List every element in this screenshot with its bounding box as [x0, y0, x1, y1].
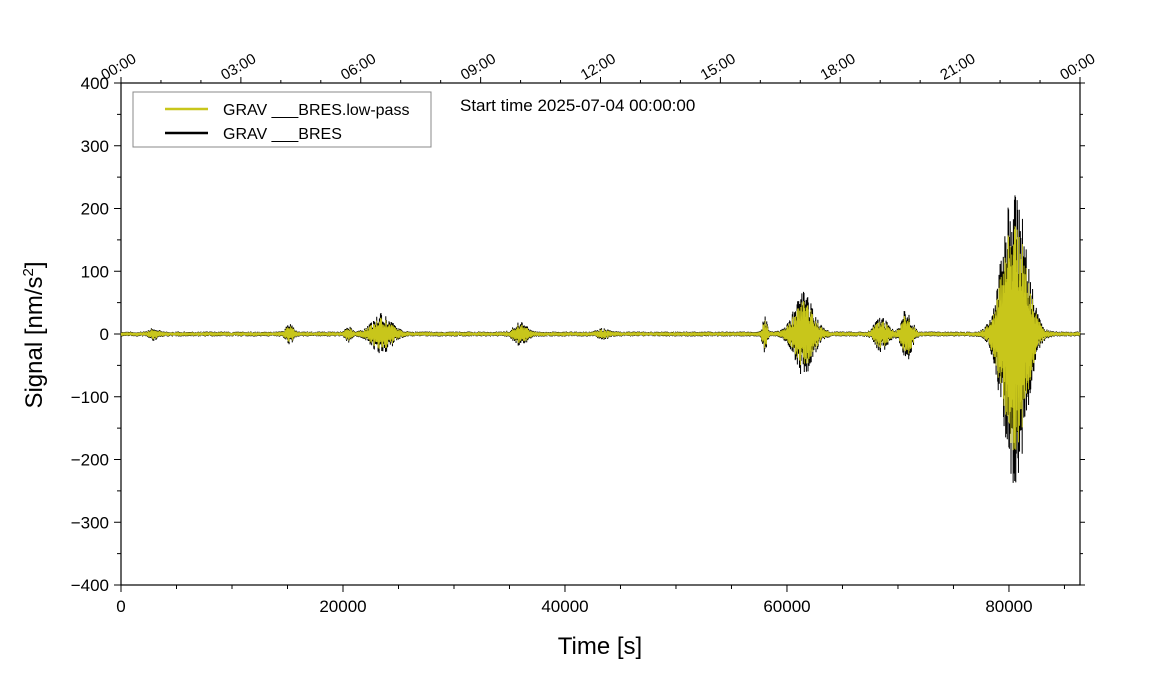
top-tick-label: 03:00 [218, 50, 259, 83]
x-tick-label: 20000 [319, 597, 366, 616]
legend-label-low-pass: GRAV ___BRES.low-pass [223, 102, 409, 119]
y-tick-label: 100 [81, 262, 109, 281]
y-tick-label: 300 [81, 137, 109, 156]
y-tick-label: −300 [71, 513, 109, 532]
y-axis-title-main: Signal [nm/s [21, 276, 48, 408]
top-axis-ticks: 00:00 03:00 06:00 09:00 12:00 15:00 18:00 21:00… [98, 50, 1098, 83]
top-tick-label: 15:00 [698, 50, 739, 83]
x-tick-label: 80000 [985, 597, 1032, 616]
top-tick-label: 21:00 [937, 50, 978, 83]
legend-box [132, 91, 432, 148]
y-tick-label: 0 [100, 325, 109, 344]
y-tick-label: −200 [71, 451, 109, 470]
start-time-annotation: Start time 2025-07-04 00:00:00 [460, 96, 695, 115]
x-tick-label: 60000 [763, 597, 810, 616]
top-tick-label: 09:00 [458, 50, 499, 83]
y-axis-title: Signal [nm/s2] [20, 261, 48, 408]
y-tick-label: 200 [81, 200, 109, 219]
axis-ticks: 0 20000 40000 60000 80000 −400 −300 −200 −100 0 10… [71, 74, 1085, 616]
y-axis-title-superscript: 2 [20, 268, 37, 276]
y-tick-label: 400 [81, 74, 109, 93]
top-tick-label: 18:00 [817, 50, 858, 83]
y-tick-label: −100 [71, 388, 109, 407]
series-line-low-pass [120, 225, 1081, 451]
series-group [120, 195, 1081, 483]
series-line-raw [120, 195, 1081, 483]
x-tick-label: 40000 [541, 597, 588, 616]
top-tick-label: 12:00 [578, 50, 619, 83]
y-tick-label: −400 [71, 576, 109, 595]
top-tick-label: 06:00 [338, 50, 379, 83]
y-axis-title-end: ] [21, 261, 48, 268]
legend: GRAV ___BRES.low-pass GRAV ___BRES [132, 91, 432, 148]
top-tick-label: 00:00 [1057, 50, 1098, 83]
x-axis-title: Time [s] [558, 633, 642, 660]
legend-label-raw: GRAV ___BRES [223, 126, 342, 143]
x-tick-label: 0 [116, 597, 125, 616]
